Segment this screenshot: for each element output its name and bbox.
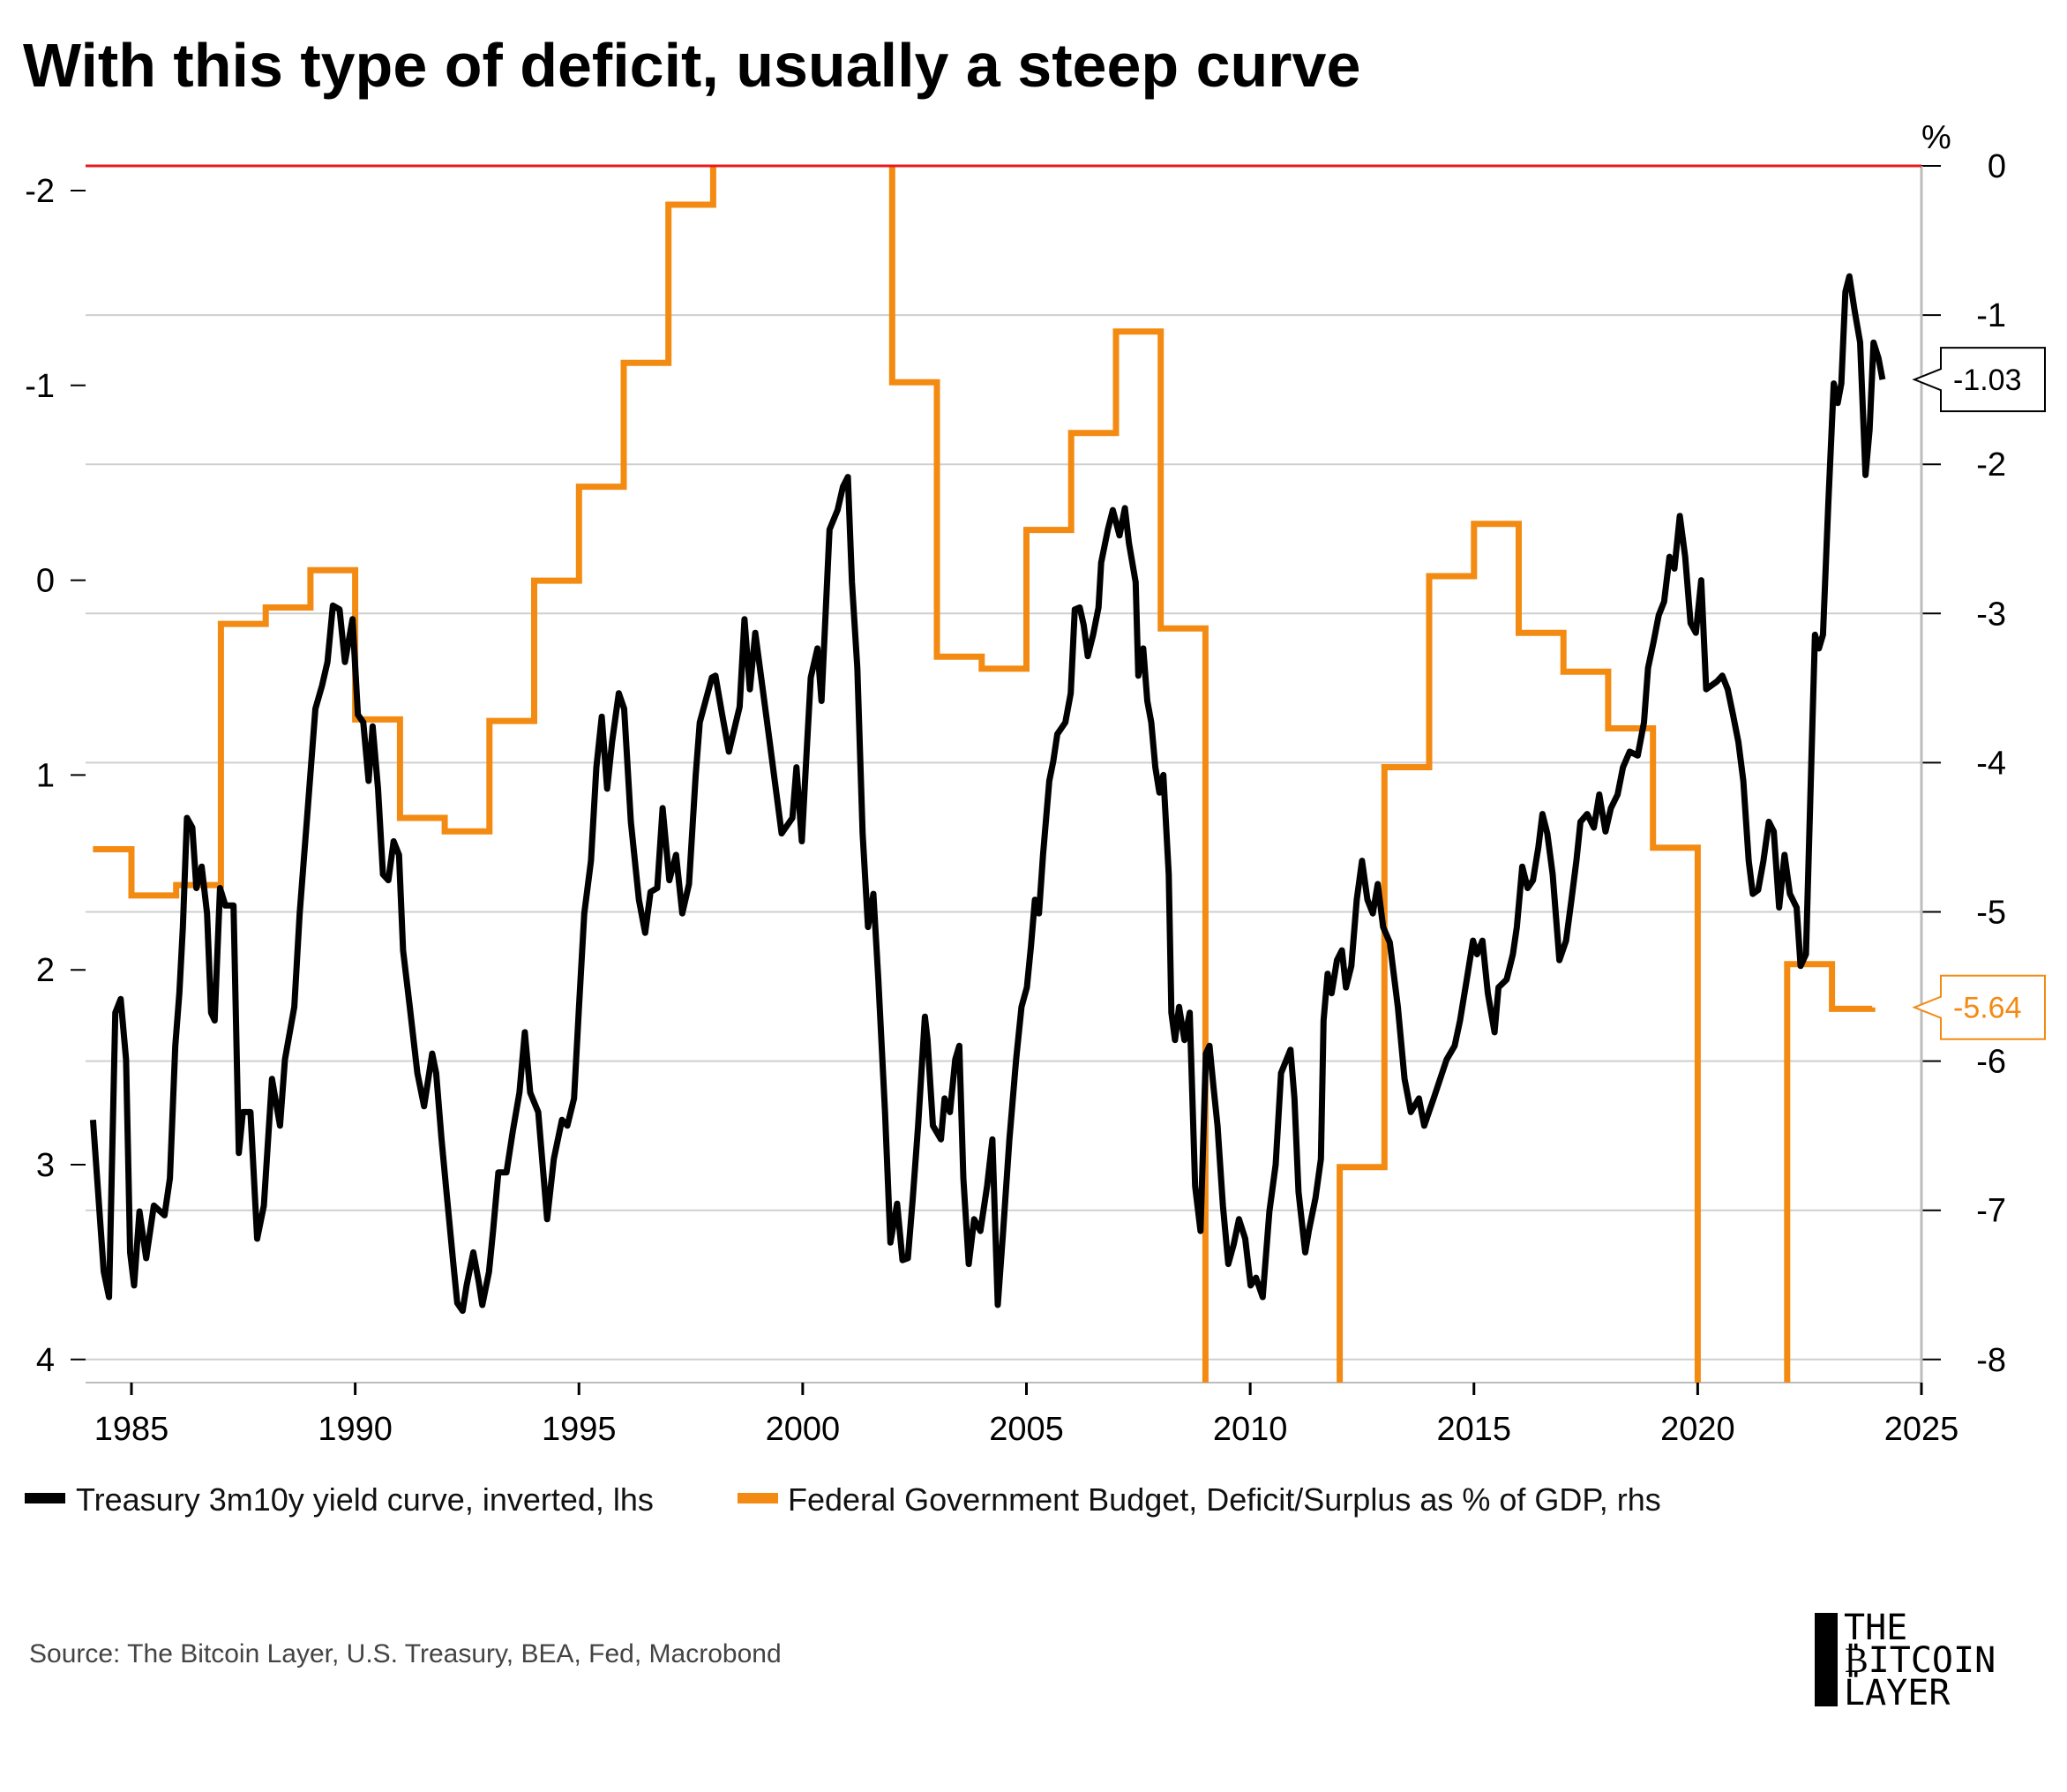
right-axis-tick-label: -7 <box>1976 1193 2006 1230</box>
logo-bar <box>1815 1613 1838 1706</box>
left-axis-tick-label: 2 <box>36 952 55 989</box>
right-axis-tick-label: -2 <box>1976 446 2006 484</box>
last-value-label-yield-curve: -1.03 <box>1953 364 2022 397</box>
left-axis-tick-label: -2 <box>25 173 55 210</box>
x-axis-tick-label: 2015 <box>1436 1411 1511 1448</box>
right-axis-tick-label: -1 <box>1976 297 2006 334</box>
logo-line-1: THE <box>1844 1608 1907 1648</box>
x-axis-tick-label: 2000 <box>766 1411 841 1448</box>
right-axis-tick-label: -5 <box>1976 895 2006 932</box>
right-axis-tick-label: -8 <box>1976 1342 2006 1379</box>
gridlines <box>86 314 1921 1361</box>
right-axis-tick-label: 0 <box>1988 148 2006 185</box>
x-axis-tick-label: 2005 <box>989 1411 1064 1448</box>
legend-swatch-budget <box>738 1493 778 1503</box>
legend: Treasury 3m10y yield curve, inverted, lh… <box>25 1481 1661 1518</box>
left-axis-tick-label: 3 <box>36 1147 55 1184</box>
x-axis-tick-label: 1990 <box>318 1411 393 1448</box>
left-axis-tick-label: 0 <box>36 563 55 600</box>
left-axis-tick-label: -1 <box>25 368 55 405</box>
axes: 0 -1 -2 -3 -4 -5 -6 -7 -8 -2 -1 0 1 2 3 4 1985 1990 1995 20… <box>25 148 2006 1448</box>
logo-line-3: LAYER <box>1844 1673 1951 1713</box>
brand-logo: THE ₿ITCOIN LAYER <box>1815 1608 1996 1713</box>
x-axis-tick-label: 2020 <box>1660 1411 1735 1448</box>
right-axis-tick-label: -4 <box>1976 745 2006 782</box>
x-axis-tick-label: 2025 <box>1884 1411 1959 1448</box>
right-axis-tick-label: -6 <box>1976 1044 2006 1081</box>
source-note: Source: The Bitcoin Layer, U.S. Treasury… <box>29 1639 782 1668</box>
logo-line-2: ₿ITCOIN <box>1844 1640 1996 1681</box>
x-axis-tick-label: 1985 <box>94 1411 169 1448</box>
legend-label-yield-curve: Treasury 3m10y yield curve, inverted, lh… <box>76 1481 654 1518</box>
last-value-callout-budget: -5.64 <box>1912 974 2046 1040</box>
left-axis-tick-label: 1 <box>36 757 55 794</box>
last-value-callout-yield-curve: -1.03 <box>1912 347 2046 413</box>
legend-swatch-yield-curve <box>25 1493 65 1503</box>
series-line-budget-deficit <box>93 166 1876 1383</box>
chart-title: With this type of deficit, usually a ste… <box>23 31 1360 100</box>
left-axis-tick-label: 4 <box>36 1342 55 1379</box>
series-line-yield-curve <box>89 273 1886 1315</box>
x-axis-tick-label: 2010 <box>1213 1411 1288 1448</box>
last-value-label-budget: -5.64 <box>1953 992 2022 1025</box>
right-axis-tick-label: -3 <box>1976 596 2006 633</box>
legend-label-budget: Federal Government Budget, Deficit/Surpl… <box>788 1481 1661 1518</box>
right-axis-unit: % <box>1921 119 1951 156</box>
x-axis-tick-label: 1995 <box>542 1411 617 1448</box>
